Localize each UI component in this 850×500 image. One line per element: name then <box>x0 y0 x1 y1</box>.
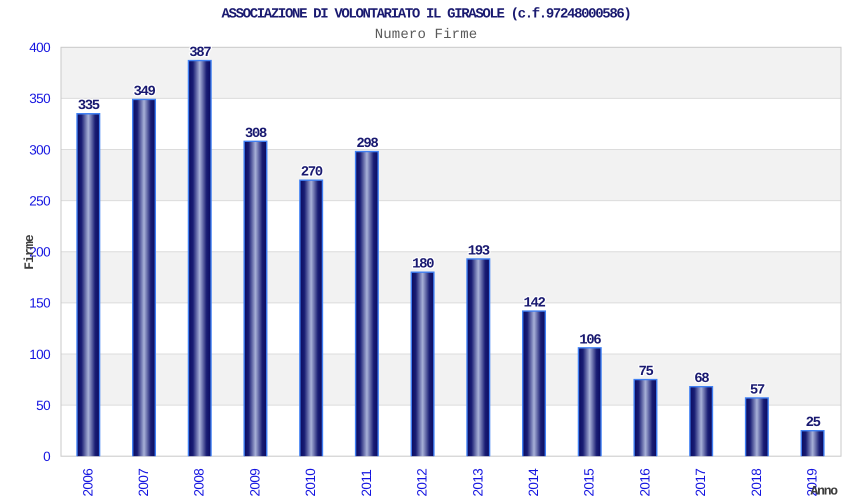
svg-text:68: 68 <box>694 371 709 387</box>
svg-text:400: 400 <box>29 40 50 55</box>
svg-text:ASSOCIAZIONE DI VOLONTARIATO I: ASSOCIAZIONE DI VOLONTARIATO IL GIRASOLE… <box>222 7 631 23</box>
svg-text:335: 335 <box>78 98 100 114</box>
svg-text:2006: 2006 <box>80 469 95 497</box>
svg-text:Firme: Firme <box>22 234 37 270</box>
svg-text:2012: 2012 <box>415 469 430 497</box>
svg-text:57: 57 <box>750 382 765 398</box>
svg-text:2016: 2016 <box>638 469 653 497</box>
svg-text:300: 300 <box>29 142 50 157</box>
svg-text:Numero Firme: Numero Firme <box>375 27 478 43</box>
svg-text:2018: 2018 <box>749 469 764 497</box>
svg-text:270: 270 <box>301 165 323 181</box>
svg-text:2009: 2009 <box>247 469 262 497</box>
svg-text:2007: 2007 <box>136 469 151 497</box>
svg-text:2013: 2013 <box>470 469 485 497</box>
svg-text:180: 180 <box>412 257 434 273</box>
svg-text:0: 0 <box>43 449 50 464</box>
svg-text:2015: 2015 <box>582 469 597 497</box>
svg-text:298: 298 <box>356 136 378 152</box>
svg-text:50: 50 <box>36 398 50 413</box>
svg-text:Anno: Anno <box>811 484 839 499</box>
svg-text:25: 25 <box>806 415 821 431</box>
svg-text:349: 349 <box>133 84 155 100</box>
svg-text:200: 200 <box>29 245 50 260</box>
svg-text:2011: 2011 <box>359 470 374 497</box>
svg-text:2008: 2008 <box>192 469 207 497</box>
svg-text:75: 75 <box>638 364 653 380</box>
svg-text:2010: 2010 <box>303 469 318 497</box>
svg-text:193: 193 <box>468 243 490 259</box>
svg-text:2019: 2019 <box>805 469 820 497</box>
svg-text:387: 387 <box>189 45 211 61</box>
svg-text:150: 150 <box>29 296 50 311</box>
svg-text:142: 142 <box>523 296 545 312</box>
svg-text:2014: 2014 <box>526 468 541 497</box>
svg-text:308: 308 <box>245 126 267 142</box>
svg-text:100: 100 <box>29 347 50 362</box>
svg-text:350: 350 <box>29 91 50 106</box>
svg-text:250: 250 <box>29 193 50 208</box>
svg-text:2017: 2017 <box>693 469 708 497</box>
svg-text:106: 106 <box>579 332 601 348</box>
